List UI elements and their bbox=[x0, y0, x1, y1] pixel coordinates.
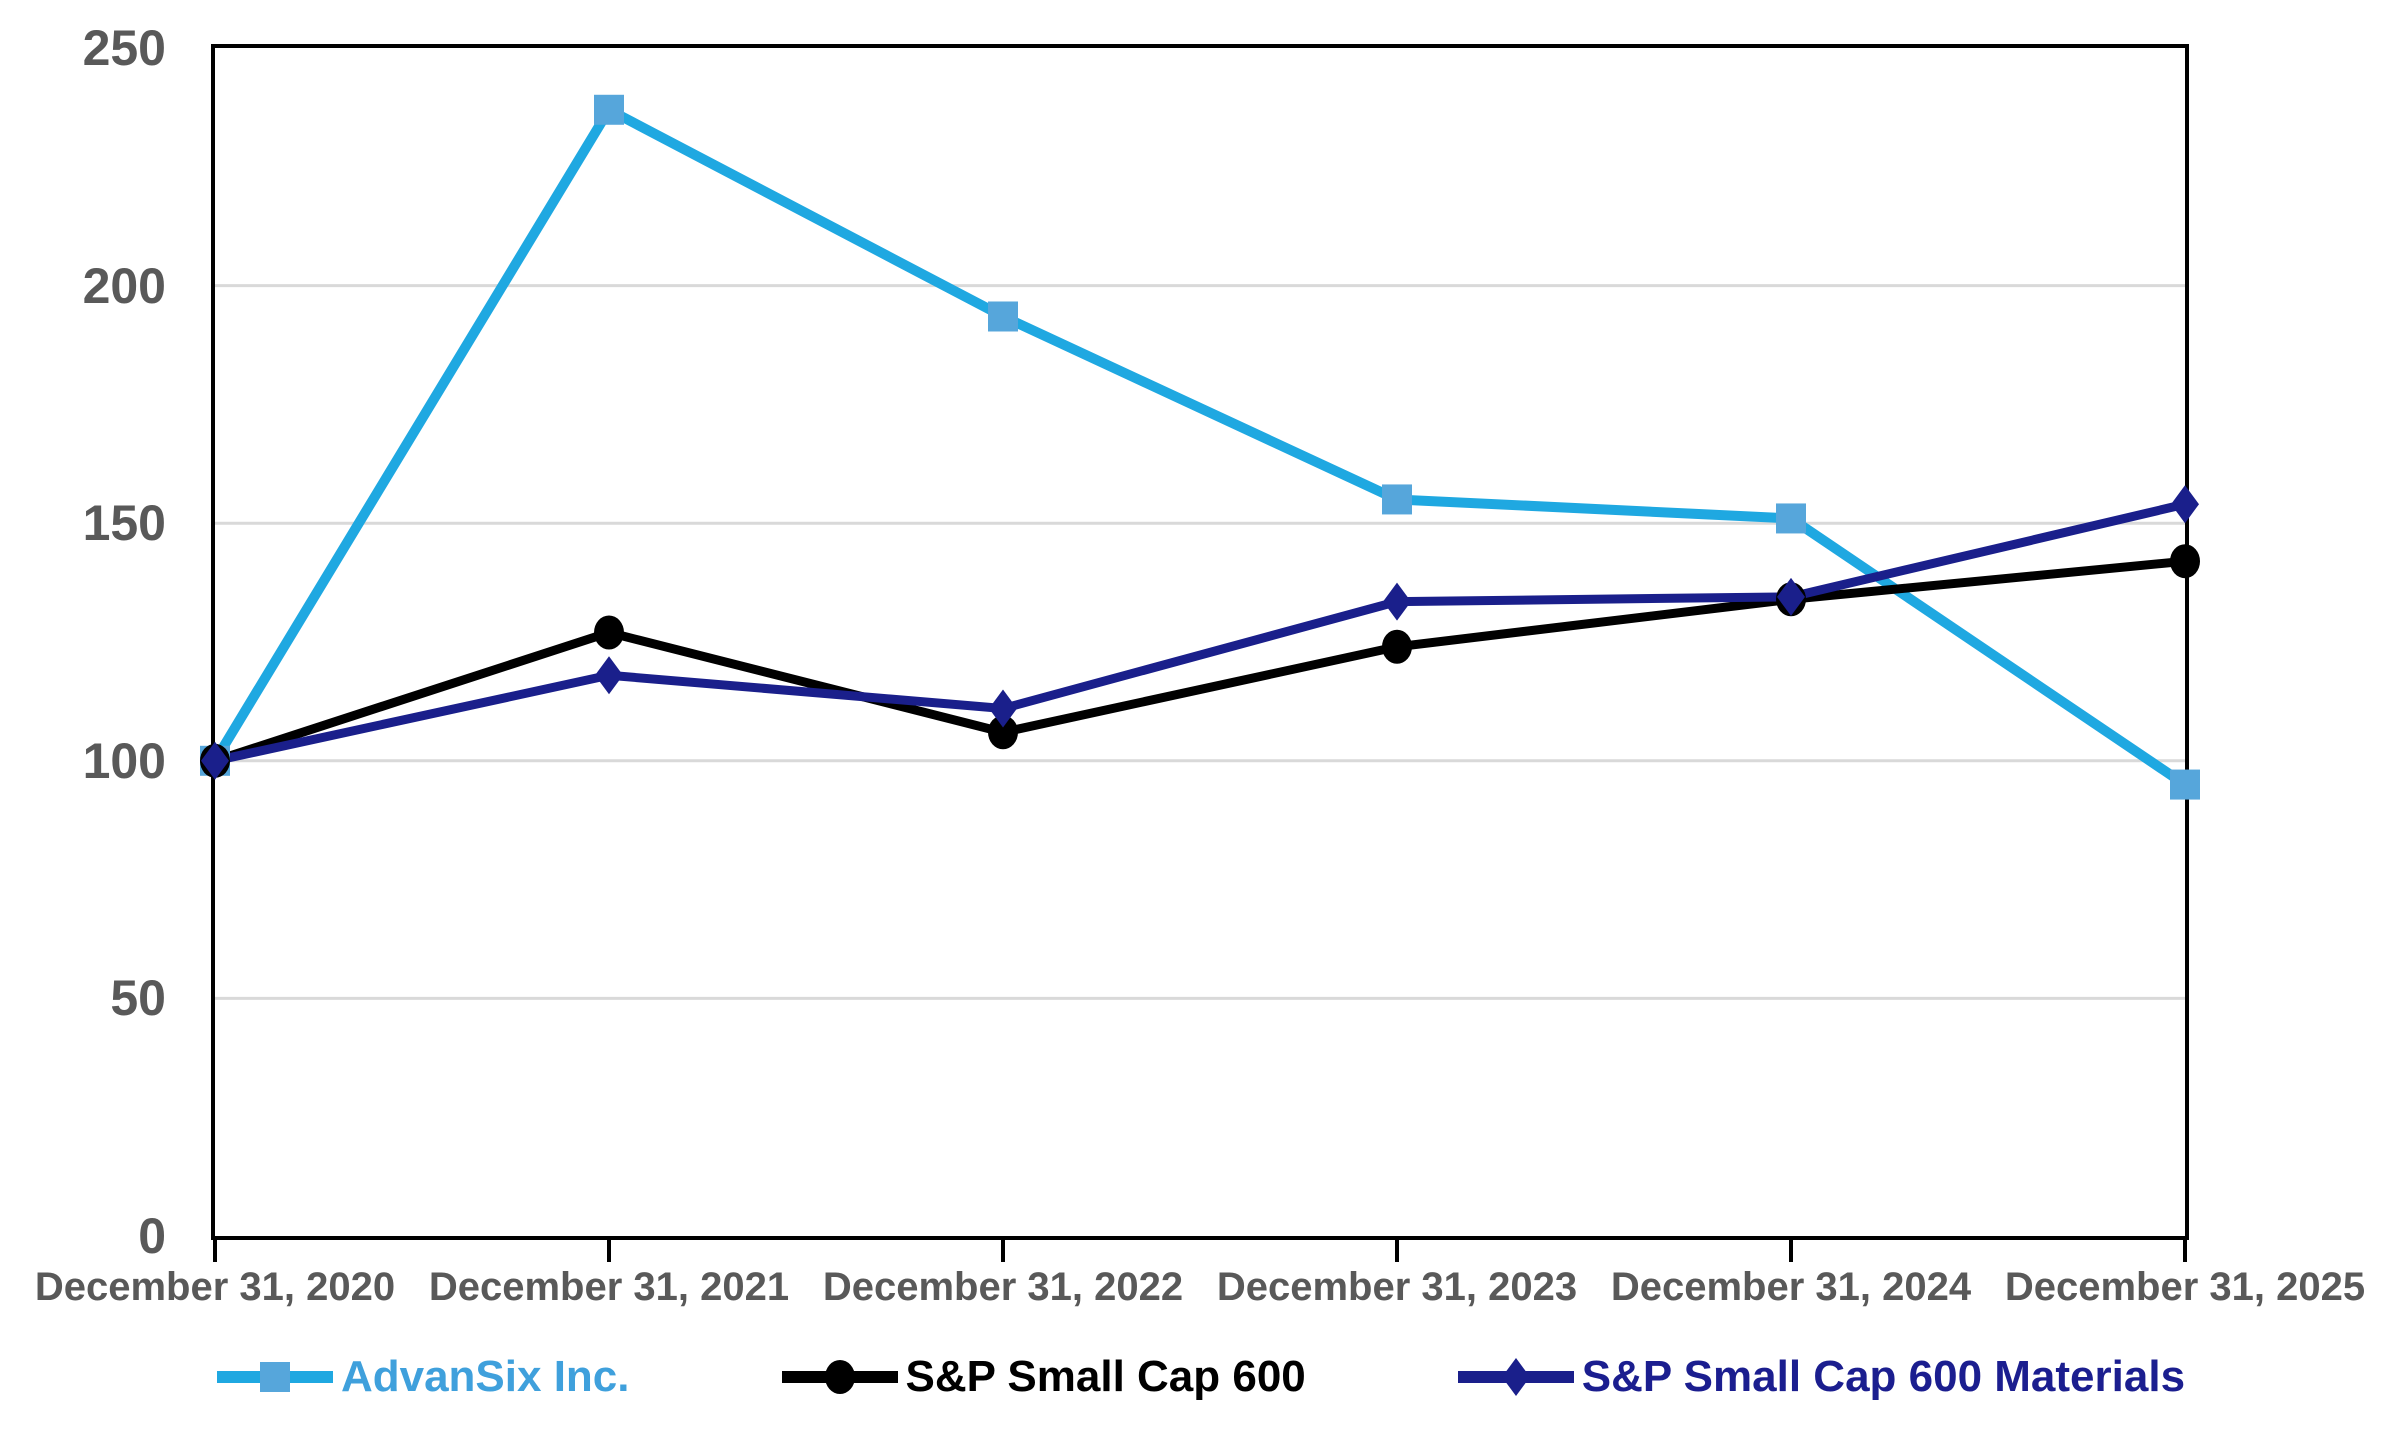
plot-area bbox=[200, 44, 2200, 1240]
legend-item-2: S&P Small Cap 600 Materials bbox=[1456, 1352, 2185, 1402]
legend-label: S&P Small Cap 600 Materials bbox=[1581, 1352, 2186, 1401]
circle-marker bbox=[594, 615, 624, 650]
x-tick-mark bbox=[1789, 1240, 1793, 1262]
legend-item-0: AdvanSix Inc. bbox=[215, 1352, 630, 1402]
series-line-2 bbox=[214, 499, 2187, 766]
y-tick-label: 250 bbox=[82, 20, 166, 76]
circle-marker bbox=[988, 715, 1018, 750]
square-legend-swatch bbox=[216, 1362, 333, 1392]
series-line-1 bbox=[213, 556, 2186, 766]
circle-marker bbox=[2170, 544, 2200, 579]
x-tick-label: December 31, 2022 bbox=[822, 1265, 1184, 1309]
x-tick-mark bbox=[607, 1240, 611, 1262]
circle-legend-swatch bbox=[781, 1360, 898, 1394]
x-tick-label: December 31, 2020 bbox=[34, 1265, 396, 1309]
diamond-marker bbox=[2171, 485, 2199, 524]
diamond-legend-swatch bbox=[1457, 1358, 1574, 1396]
y-tick-label: 0 bbox=[138, 1208, 166, 1264]
x-tick-label: December 31, 2021 bbox=[428, 1265, 790, 1309]
square-marker bbox=[988, 301, 1018, 332]
x-tick-mark bbox=[1001, 1240, 1005, 1262]
y-tick-label: 50 bbox=[110, 970, 166, 1027]
x-tick-label: December 31, 2023 bbox=[1216, 1265, 1578, 1309]
square-marker bbox=[594, 94, 624, 125]
chart-legend: AdvanSix Inc. S&P Small Cap 600 S&P Small … bbox=[0, 1352, 2400, 1402]
square-marker bbox=[1382, 484, 1412, 515]
legend-item-1: S&P Small Cap 600 bbox=[780, 1352, 1306, 1402]
diamond-marker bbox=[595, 656, 623, 695]
diamond-marker bbox=[201, 741, 229, 780]
x-tick-label: December 31, 2025 bbox=[2004, 1265, 2366, 1309]
series-line-0 bbox=[210, 104, 2188, 789]
y-tick-label: 200 bbox=[82, 257, 166, 314]
diamond-marker bbox=[989, 689, 1017, 728]
y-tick-label: 100 bbox=[82, 732, 166, 789]
square-marker bbox=[1776, 503, 1806, 534]
square-marker bbox=[2170, 769, 2200, 800]
diamond-marker bbox=[1383, 582, 1411, 621]
legend-label: AdvanSix Inc. bbox=[340, 1352, 630, 1401]
chart-series-canvas bbox=[200, 94, 2200, 1000]
x-tick-mark bbox=[2183, 1240, 2187, 1262]
legend-label: S&P Small Cap 600 bbox=[905, 1352, 1306, 1401]
x-tick-mark bbox=[213, 1240, 217, 1262]
circle-marker bbox=[1382, 629, 1412, 664]
y-tick-label: 150 bbox=[82, 495, 166, 552]
x-tick-mark bbox=[1395, 1240, 1399, 1262]
diamond-marker bbox=[1777, 577, 1805, 616]
x-tick-label: December 31, 2024 bbox=[1610, 1265, 1972, 1309]
